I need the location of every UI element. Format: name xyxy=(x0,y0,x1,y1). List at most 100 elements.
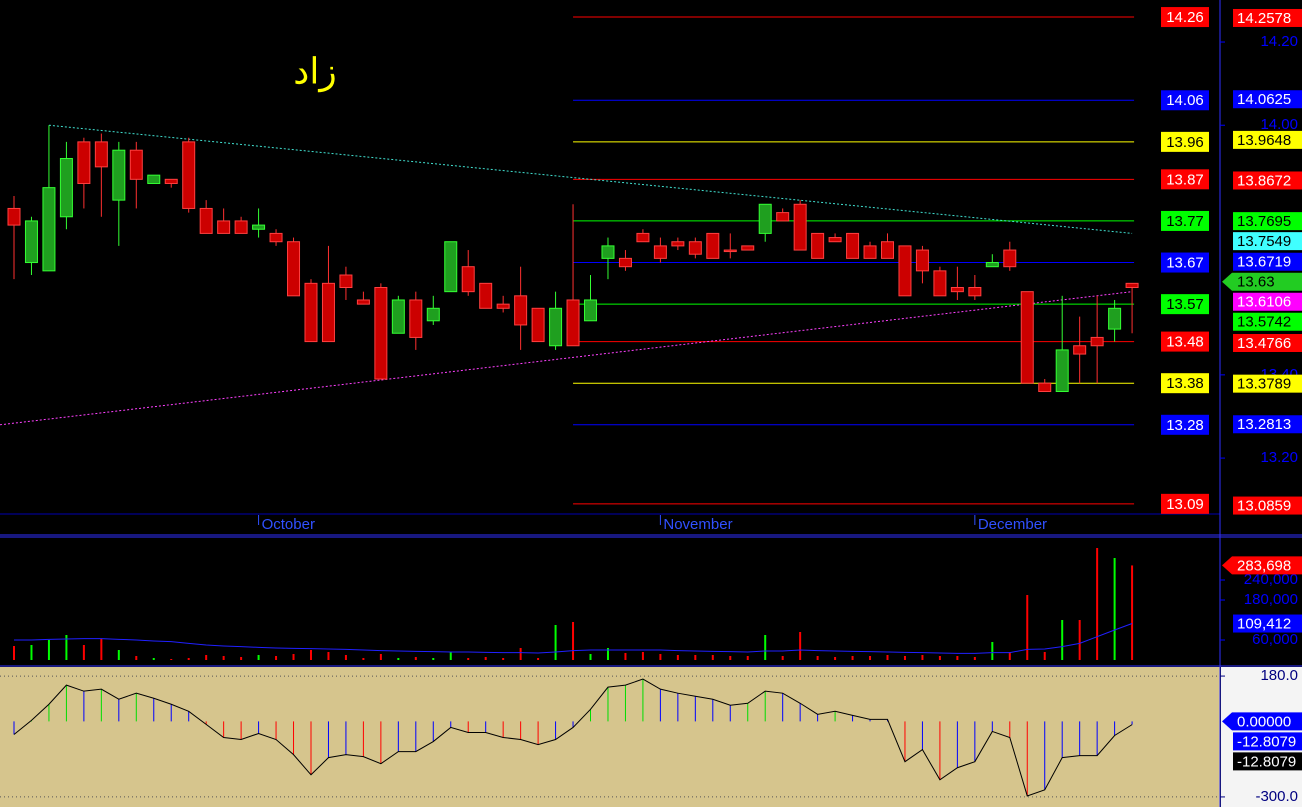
volume-bar xyxy=(467,658,470,660)
volume-bar xyxy=(449,652,452,660)
volume-bar xyxy=(502,658,505,660)
level-box xyxy=(1161,493,1209,514)
volume-bar xyxy=(676,655,679,660)
level-box xyxy=(1161,131,1209,152)
level-box xyxy=(1161,331,1209,352)
volume-bar xyxy=(13,646,15,660)
trend-line xyxy=(0,291,1133,426)
marker-label: 13.6106 xyxy=(1237,294,1291,311)
oscillator-background xyxy=(0,667,1220,807)
volume-bar xyxy=(1096,548,1099,660)
candle-body xyxy=(950,286,964,293)
volume-bar xyxy=(641,652,644,660)
oscillator-line xyxy=(13,678,1133,797)
x-tick-label: October xyxy=(262,516,315,533)
candle-body xyxy=(112,149,126,201)
candle-body xyxy=(985,262,999,268)
level-label: 13.48 xyxy=(1166,334,1204,351)
volume-bar xyxy=(554,625,557,660)
volume-bar xyxy=(991,642,994,660)
marker-label: 13.8672 xyxy=(1237,172,1291,189)
marker-box xyxy=(1222,712,1302,731)
volume-bar xyxy=(921,655,924,660)
volume-bar xyxy=(589,654,592,660)
level-box xyxy=(1161,90,1209,111)
level-label: 13.09 xyxy=(1166,496,1204,513)
candle-body xyxy=(531,307,545,343)
candle-body xyxy=(24,220,38,264)
volume-bar xyxy=(938,656,941,660)
marker-box xyxy=(1233,752,1302,771)
volume-bar xyxy=(379,654,382,660)
volume-bar xyxy=(100,639,103,660)
candle-body xyxy=(1108,307,1122,330)
candle-body xyxy=(618,257,632,268)
candle-body xyxy=(444,241,458,293)
candle-body xyxy=(653,245,667,259)
volume-bar xyxy=(816,656,819,660)
marker-label: -12.8079 xyxy=(1237,753,1296,770)
candle-body xyxy=(723,249,737,253)
candle-body xyxy=(1038,382,1052,393)
candle-body xyxy=(479,282,493,309)
level-label: 13.87 xyxy=(1166,171,1204,188)
candle-body xyxy=(846,232,860,259)
level-label: 14.06 xyxy=(1166,92,1204,109)
volume-bar xyxy=(309,650,312,660)
candle-body xyxy=(776,212,790,222)
marker-box xyxy=(1233,292,1302,311)
candle-body xyxy=(356,299,370,305)
volume-bar xyxy=(30,645,33,660)
marker-box xyxy=(1233,252,1302,271)
candle-body xyxy=(758,203,772,234)
volume-bar xyxy=(65,635,68,660)
candle-body xyxy=(339,274,353,288)
level-box xyxy=(1161,373,1209,394)
marker-label: 13.4766 xyxy=(1237,335,1291,352)
volume-bar xyxy=(1131,565,1134,660)
candle-body xyxy=(898,245,912,297)
candle-body xyxy=(549,307,563,347)
volume-bar xyxy=(659,654,662,660)
volume-bar xyxy=(1113,558,1116,660)
volume-bar xyxy=(397,658,400,660)
level-box xyxy=(1161,7,1209,28)
level-label: 13.96 xyxy=(1166,134,1204,151)
y-tick-label: 14.20 xyxy=(1260,33,1298,50)
volume-bar xyxy=(170,659,173,660)
candle-body xyxy=(811,232,825,259)
candle-body xyxy=(147,174,161,184)
candle-body xyxy=(426,307,440,322)
candle-body xyxy=(1020,291,1034,384)
x-tick-label: December xyxy=(978,516,1047,533)
candle-body xyxy=(234,220,248,234)
level-label: 13.28 xyxy=(1166,417,1204,434)
candle-body xyxy=(217,220,231,234)
volume-bar xyxy=(344,655,347,660)
candle-body xyxy=(881,241,894,259)
marker-label: 14.2578 xyxy=(1237,10,1291,27)
candle-body xyxy=(374,286,388,380)
candle-body xyxy=(287,241,301,297)
volume-bar xyxy=(152,658,155,660)
marker-box xyxy=(1233,333,1302,352)
volume-bar xyxy=(572,622,575,660)
level-label: 13.77 xyxy=(1166,213,1204,230)
volume-bar xyxy=(432,658,435,660)
volume-bar xyxy=(834,657,837,660)
marker-box xyxy=(1233,171,1302,190)
marker-box xyxy=(1233,212,1302,231)
volume-bar xyxy=(694,655,697,660)
volume-bar xyxy=(711,655,714,660)
candle-body xyxy=(77,141,91,184)
level-label: 13.57 xyxy=(1166,296,1204,313)
volume-ma xyxy=(14,623,1133,654)
volume-bar xyxy=(187,658,190,660)
marker-box xyxy=(1222,272,1302,291)
marker-label: 0.00000 xyxy=(1237,713,1291,730)
candle-body xyxy=(94,141,108,168)
candle-body xyxy=(1125,282,1139,288)
volume-bar xyxy=(205,655,208,660)
y-tick-label: 180.0 xyxy=(1260,667,1298,684)
y-tick-label: 14.00 xyxy=(1260,116,1298,133)
